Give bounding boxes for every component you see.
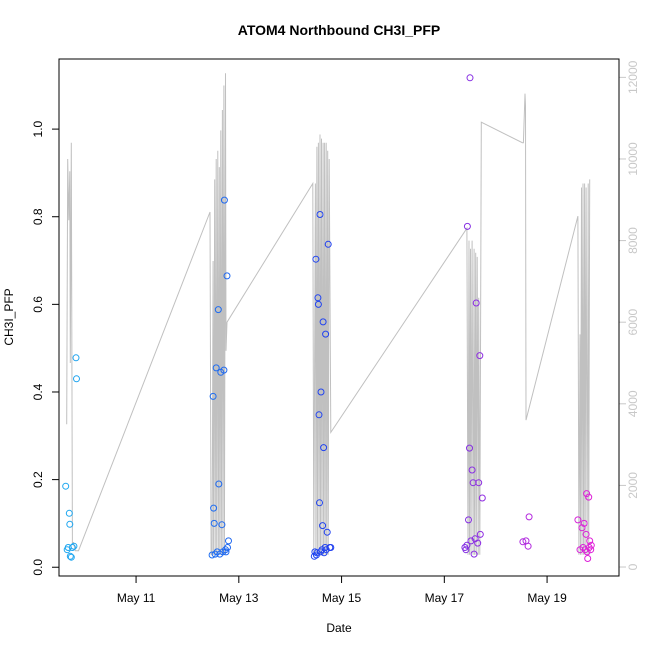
data-point [316, 499, 323, 507]
data-point [463, 541, 471, 549]
data-point [68, 544, 76, 551]
y-tick-label: 0.0 [31, 559, 45, 576]
data-point [210, 504, 218, 512]
data-point [466, 74, 474, 82]
right-y-axis: 0 2000 4000 6000 8000 10000 12000 [619, 60, 640, 570]
data-point [327, 544, 335, 551]
data-point [519, 538, 527, 546]
data-point [315, 411, 323, 419]
left-y-axis: 0.0 0.2 0.4 0.6 0.8 1.0 [31, 120, 59, 576]
data-point [574, 516, 582, 524]
data-point [468, 466, 476, 474]
y2-tick-label: 2000 [626, 472, 640, 499]
data-point [314, 294, 322, 302]
data-point [66, 552, 74, 560]
data-point [70, 542, 78, 550]
data-point [524, 542, 532, 550]
data-point [211, 550, 219, 558]
x-axis: May 11 May 13 May 15 May 17 May 19 [117, 576, 567, 605]
data-point [584, 555, 592, 562]
data-point [222, 548, 230, 556]
data-point [324, 240, 332, 248]
data-point [215, 480, 223, 488]
data-point [313, 549, 321, 557]
data-point [210, 519, 218, 527]
y2-tick-label: 4000 [626, 390, 640, 417]
data-point [225, 537, 232, 545]
data-point [66, 520, 74, 528]
data-point [322, 330, 330, 338]
data-point [209, 392, 217, 400]
data-point [472, 299, 480, 307]
data-point [467, 537, 475, 545]
data-point [465, 516, 472, 524]
data-point [582, 530, 590, 538]
y2-tick-label: 8000 [626, 227, 640, 254]
data-point [220, 366, 228, 374]
data-point [474, 539, 482, 547]
y-axis-label: CH3I_PFP [2, 288, 16, 345]
y-tick-label: 0.4 [31, 383, 45, 400]
data-point [73, 375, 80, 383]
data-point [323, 528, 331, 536]
data-point [312, 255, 320, 263]
data-point [478, 494, 486, 502]
altitude-series-line [66, 73, 591, 556]
chart-title: ATOM4 Northbound CH3I_PFP [238, 22, 440, 38]
data-point [319, 318, 327, 326]
data-point [214, 306, 222, 314]
altitude-line [66, 73, 591, 556]
data-point [317, 388, 325, 396]
data-point [586, 537, 594, 545]
x-tick-label: May 13 [219, 591, 259, 605]
y-tick-label: 0.2 [31, 471, 45, 488]
data-point [218, 521, 226, 529]
data-point [580, 519, 588, 527]
data-point [212, 364, 220, 372]
data-point [208, 551, 216, 559]
data-point [72, 354, 80, 362]
data-points [62, 74, 595, 562]
data-point [583, 548, 591, 556]
data-point [470, 550, 478, 558]
data-point [316, 211, 324, 218]
data-point [463, 222, 471, 230]
x-tick-label: May 11 [117, 591, 156, 605]
data-point [223, 272, 231, 280]
data-point [67, 553, 75, 561]
data-point [62, 482, 70, 490]
data-point [587, 541, 595, 549]
y-tick-label: 1.0 [31, 120, 45, 137]
plot-frame [58, 58, 620, 577]
data-point [475, 479, 483, 487]
data-point [319, 522, 327, 530]
y2-tick-label: 12000 [626, 60, 640, 94]
y2-tick-label: 10000 [626, 142, 640, 176]
x-tick-label: May 17 [425, 591, 465, 605]
data-point [224, 544, 231, 551]
x-tick-label: May 19 [527, 591, 567, 605]
data-point [314, 300, 322, 308]
data-point [525, 513, 533, 521]
data-point [578, 524, 586, 532]
data-point [476, 530, 484, 538]
data-point [476, 352, 484, 360]
data-point [220, 196, 228, 204]
data-point [65, 509, 73, 517]
data-point [466, 444, 473, 452]
y2-tick-label: 0 [626, 563, 640, 570]
y2-tick-label: 6000 [626, 309, 640, 336]
x-tick-label: May 15 [322, 591, 362, 605]
data-point [585, 493, 593, 501]
data-point [320, 444, 328, 452]
data-point [583, 490, 591, 498]
y-tick-label: 0.8 [31, 208, 45, 225]
data-point [587, 546, 595, 554]
data-point [462, 546, 470, 554]
x-axis-label: Date [326, 621, 352, 635]
y-tick-label: 0.6 [31, 296, 45, 313]
